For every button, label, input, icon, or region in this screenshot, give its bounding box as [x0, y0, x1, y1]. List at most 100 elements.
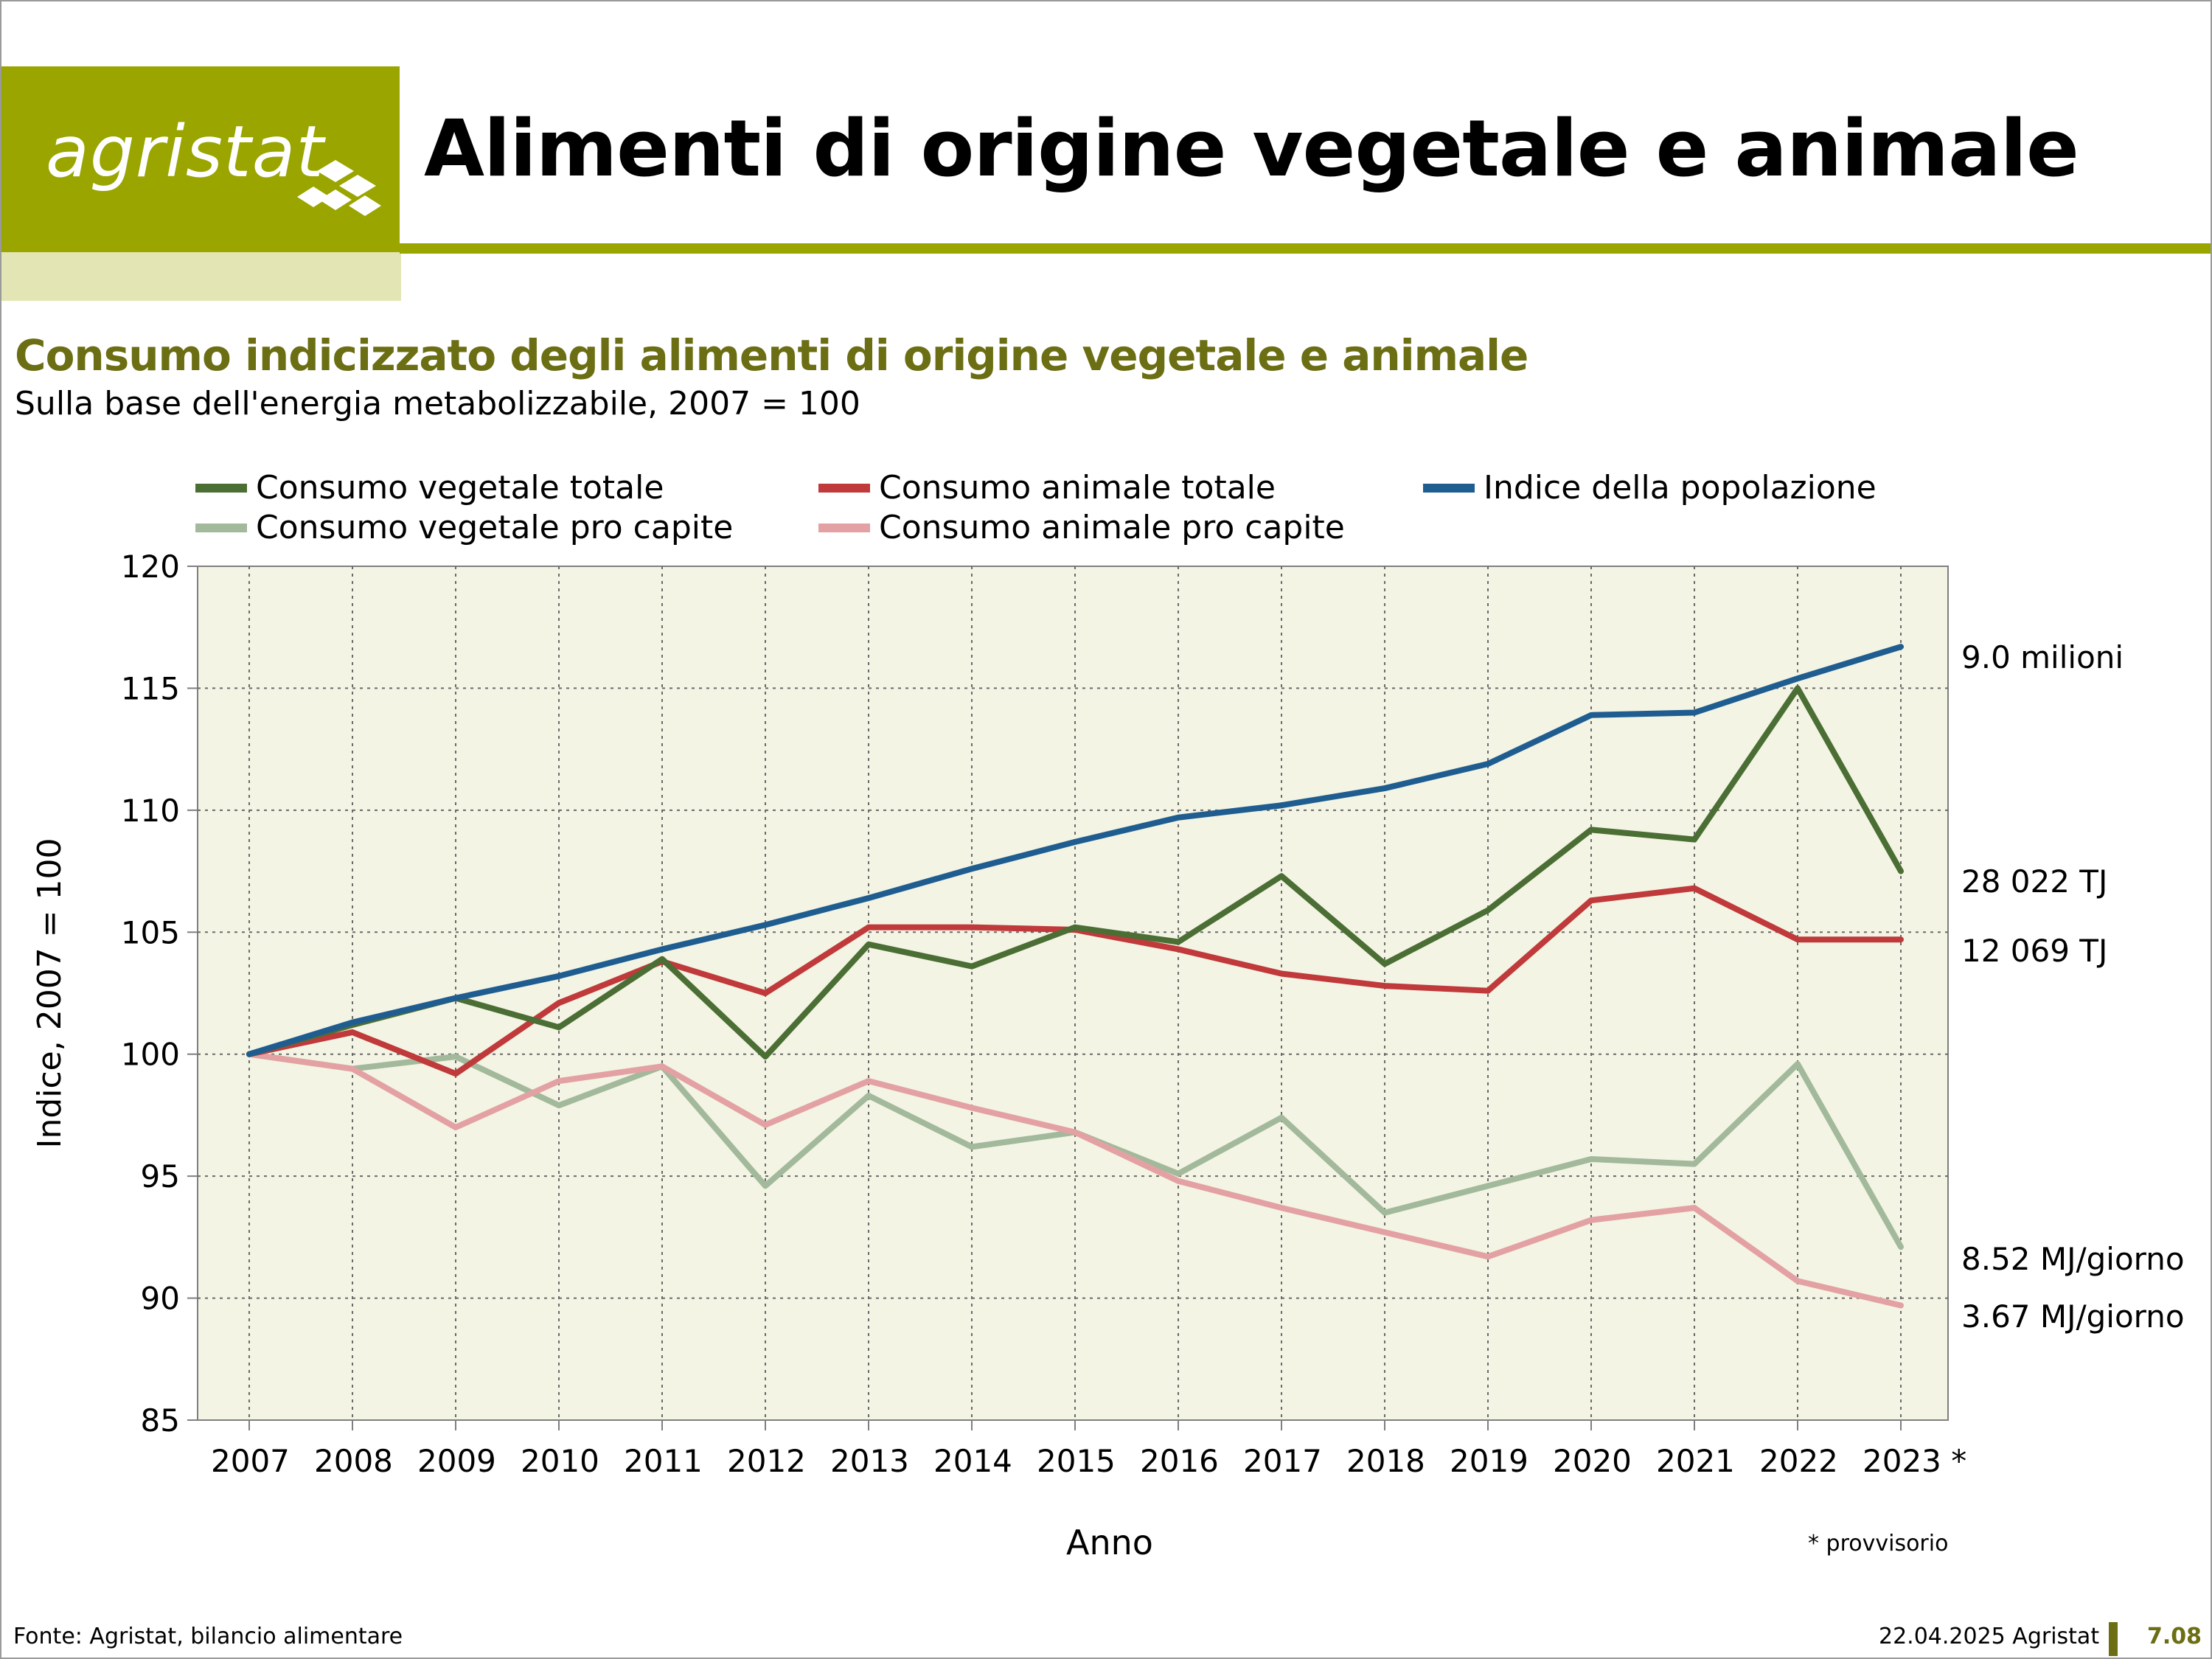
- data-point: [556, 973, 562, 979]
- data-point: [969, 1144, 975, 1150]
- data-point: [1175, 946, 1181, 952]
- data-point: [762, 990, 768, 996]
- data-point: [762, 1122, 768, 1128]
- data-point: [1691, 1205, 1697, 1211]
- data-point: [1795, 1278, 1801, 1284]
- data-point: [1795, 675, 1801, 681]
- data-point: [1691, 710, 1697, 716]
- legend-swatch: [195, 483, 247, 493]
- footer-date: 22.04.2025 Agristat: [1879, 1624, 2100, 1649]
- data-point: [1898, 869, 1904, 874]
- x-axis-label: Anno: [1066, 1523, 1153, 1562]
- data-point: [659, 946, 665, 952]
- x-tick-label: 2009: [417, 1443, 496, 1479]
- data-point: [1795, 1061, 1801, 1067]
- data-point: [1279, 1115, 1284, 1121]
- series-end-label: 3.67 MJ/giorno: [1961, 1298, 2185, 1335]
- x-tick-label: 2020: [1553, 1443, 1632, 1479]
- page-number: 7.08: [2147, 1624, 2202, 1649]
- x-tick-label: 2007: [211, 1443, 290, 1479]
- data-point: [1898, 1244, 1904, 1250]
- y-tick-label: 120: [121, 549, 180, 585]
- legend-item-vegetale-pro-capite: Consumo vegetale pro capite: [195, 509, 733, 546]
- y-axis-label: Indice, 2007 = 100: [31, 838, 69, 1148]
- data-point: [349, 1020, 355, 1026]
- legend-swatch: [818, 523, 870, 532]
- data-point: [866, 1078, 872, 1084]
- data-point: [1485, 908, 1491, 914]
- y-tick-label: 115: [121, 670, 180, 706]
- data-point: [1898, 1302, 1904, 1308]
- legend-item-vegetale-totale: Consumo vegetale totale: [195, 469, 664, 507]
- series-end-label: 8.52 MJ/giorno: [1961, 1241, 2185, 1277]
- legend-swatch: [818, 483, 870, 493]
- data-point: [1588, 1217, 1594, 1223]
- data-point: [1588, 712, 1594, 718]
- logo-diamonds-icon: [297, 160, 381, 216]
- data-point: [1072, 925, 1078, 931]
- data-point: [1175, 1178, 1181, 1184]
- plot-area: [197, 566, 1949, 1421]
- data-point: [453, 1124, 459, 1130]
- x-tick-label: 2016: [1140, 1443, 1219, 1479]
- x-tick-label: 2021: [1656, 1443, 1735, 1479]
- x-tick-label: 2014: [933, 1443, 1012, 1479]
- data-point: [1691, 886, 1697, 891]
- legend-item-animale-totale: Consumo animale totale: [818, 469, 1276, 507]
- series-end-label: 12 069 TJ: [1961, 933, 2107, 969]
- legend-label: Consumo animale pro capite: [879, 509, 1345, 546]
- y-tick-label: 90: [141, 1281, 180, 1317]
- data-point: [1175, 1171, 1181, 1177]
- data-point: [1588, 897, 1594, 903]
- legend-swatch: [195, 523, 247, 532]
- x-tick-label: 2015: [1037, 1443, 1116, 1479]
- data-point: [969, 925, 975, 931]
- data-point: [762, 1183, 768, 1189]
- x-tick-label: 2011: [624, 1443, 703, 1479]
- data-point: [1588, 1156, 1594, 1162]
- x-tick-label: 2010: [521, 1443, 599, 1479]
- x-tick-label: 2017: [1243, 1443, 1322, 1479]
- x-tick-label: 2023 *: [1863, 1443, 1966, 1479]
- x-tick-label: 2012: [727, 1443, 806, 1479]
- y-tick-label: 100: [121, 1037, 180, 1073]
- logo-box: [1, 66, 400, 252]
- source-note: Fonte: Agristat, bilancio alimentare: [13, 1624, 403, 1649]
- data-point: [1382, 785, 1388, 791]
- data-point: [453, 995, 459, 1001]
- data-point: [969, 1105, 975, 1111]
- data-point: [762, 1054, 768, 1060]
- y-tick-label: 110: [121, 793, 180, 829]
- series-end-label: 28 022 TJ: [1961, 863, 2107, 900]
- data-point: [1072, 839, 1078, 845]
- legend-label: Consumo animale totale: [879, 469, 1276, 507]
- page-title: Alimenti di origine vegetale e animale: [424, 103, 2079, 194]
- data-point: [1485, 761, 1491, 767]
- legend-label: Consumo vegetale totale: [256, 469, 664, 507]
- data-point: [1382, 1229, 1388, 1235]
- data-point: [1795, 685, 1801, 691]
- data-point: [659, 1063, 665, 1069]
- data-point: [1279, 802, 1284, 808]
- data-point: [1795, 936, 1801, 942]
- series-end-label: 9.0 milioni: [1961, 639, 2124, 675]
- logo-subband: [1, 252, 401, 301]
- data-point: [866, 942, 872, 947]
- data-point: [1898, 936, 1904, 942]
- data-point: [1279, 971, 1284, 977]
- data-point: [866, 1093, 872, 1099]
- data-point: [556, 1102, 562, 1108]
- data-point: [969, 866, 975, 872]
- data-point: [1382, 1210, 1388, 1216]
- data-point: [349, 1029, 355, 1035]
- data-point: [556, 1000, 562, 1006]
- data-point: [659, 956, 665, 962]
- x-tick-label: 2022: [1759, 1443, 1838, 1479]
- data-point: [453, 1071, 459, 1077]
- data-point: [1382, 983, 1388, 989]
- legend-item-animale-pro-capite: Consumo animale pro capite: [818, 509, 1345, 546]
- data-point: [1485, 988, 1491, 994]
- data-point: [969, 964, 975, 970]
